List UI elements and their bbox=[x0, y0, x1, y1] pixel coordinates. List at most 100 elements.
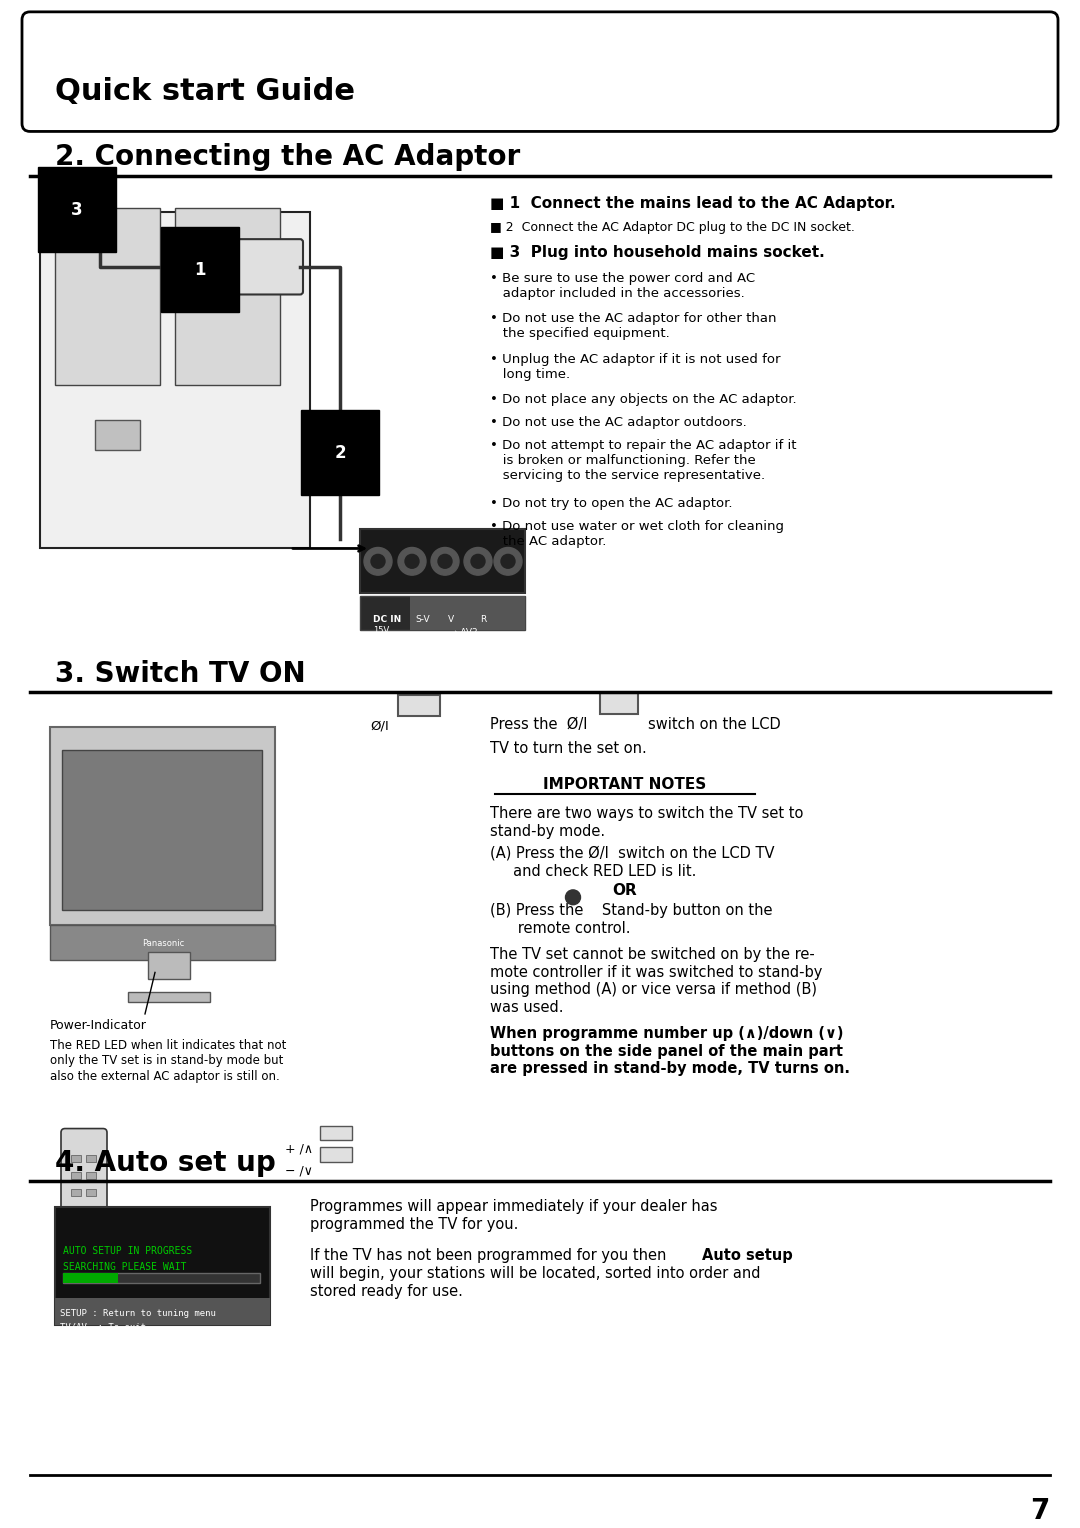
Text: (B) Press the    Stand-by button on the: (B) Press the Stand-by button on the bbox=[490, 903, 772, 918]
Circle shape bbox=[399, 547, 426, 575]
Bar bbox=[55, 188, 100, 228]
FancyBboxPatch shape bbox=[60, 1129, 107, 1265]
Bar bbox=[55, 208, 160, 385]
Text: SEARCHING PLEASE WAIT: SEARCHING PLEASE WAIT bbox=[63, 1262, 187, 1271]
Bar bbox=[71, 1222, 81, 1230]
Bar bbox=[55, 1207, 270, 1325]
Text: ■ 3  Plug into household mains socket.: ■ 3 Plug into household mains socket. bbox=[490, 244, 825, 260]
Text: switch on the LCD: switch on the LCD bbox=[648, 718, 781, 732]
Text: R: R bbox=[480, 614, 486, 623]
Bar bbox=[148, 952, 190, 979]
Text: ■ 2  Connect the AC Adaptor DC plug to the DC IN socket.: ■ 2 Connect the AC Adaptor DC plug to th… bbox=[490, 222, 855, 234]
Text: • Do not use water or wet cloth for cleaning
   the AC adaptor.: • Do not use water or wet cloth for clea… bbox=[490, 520, 784, 549]
Text: The TV set cannot be switched on by the re-: The TV set cannot be switched on by the … bbox=[490, 947, 814, 961]
Text: → AV2: → AV2 bbox=[450, 628, 477, 637]
Text: and check RED LED is lit.: and check RED LED is lit. bbox=[490, 863, 697, 879]
Text: using method (A) or vice versa if method (B): using method (A) or vice versa if method… bbox=[490, 983, 816, 998]
Bar bbox=[71, 1245, 97, 1253]
Bar bbox=[63, 1273, 118, 1282]
Bar bbox=[50, 924, 275, 960]
Text: IMPORTANT NOTES: IMPORTANT NOTES bbox=[543, 776, 706, 792]
Bar bbox=[360, 529, 525, 593]
Bar bbox=[86, 1155, 96, 1163]
Text: will begin, your stations will be located, sorted into order and: will begin, your stations will be locate… bbox=[310, 1265, 760, 1280]
Text: 3: 3 bbox=[71, 200, 83, 219]
Circle shape bbox=[471, 555, 485, 568]
Text: S-V: S-V bbox=[415, 614, 430, 623]
Text: • Do not use the AC adaptor outdoors.: • Do not use the AC adaptor outdoors. bbox=[490, 416, 746, 429]
Circle shape bbox=[501, 555, 515, 568]
Text: Panasonic: Panasonic bbox=[141, 940, 184, 949]
Text: are pressed in stand-by mode, TV turns on.: are pressed in stand-by mode, TV turns o… bbox=[490, 1062, 850, 1076]
Text: • Unplug the AC adaptor if it is not used for
   long time.: • Unplug the AC adaptor if it is not use… bbox=[490, 353, 781, 380]
Text: OR: OR bbox=[612, 883, 637, 898]
Bar bbox=[86, 1239, 96, 1247]
Bar bbox=[71, 1239, 81, 1247]
Bar bbox=[320, 1126, 352, 1140]
Text: • Be sure to use the power cord and AC
   adaptor included in the accessories.: • Be sure to use the power cord and AC a… bbox=[490, 272, 755, 299]
Text: 3. Switch TV ON: 3. Switch TV ON bbox=[55, 660, 306, 688]
Text: stored ready for use.: stored ready for use. bbox=[310, 1284, 463, 1299]
Text: SETUP : Return to tuning menu: SETUP : Return to tuning menu bbox=[60, 1309, 216, 1319]
Circle shape bbox=[566, 889, 581, 905]
Text: • Do not try to open the AC adaptor.: • Do not try to open the AC adaptor. bbox=[490, 497, 732, 510]
Circle shape bbox=[364, 547, 392, 575]
Text: DC IN: DC IN bbox=[373, 614, 402, 623]
Circle shape bbox=[431, 547, 459, 575]
Circle shape bbox=[464, 547, 492, 575]
Text: 7: 7 bbox=[1030, 1497, 1050, 1525]
Text: Auto setup: Auto setup bbox=[702, 1248, 793, 1264]
Bar bbox=[86, 1172, 96, 1180]
Text: TV to turn the set on.: TV to turn the set on. bbox=[490, 741, 647, 756]
Text: AUTO SETUP IN PROGRESS: AUTO SETUP IN PROGRESS bbox=[63, 1247, 192, 1256]
Bar bbox=[40, 212, 310, 549]
Text: − /∨: − /∨ bbox=[285, 1164, 313, 1177]
Text: mote controller if it was switched to stand-by: mote controller if it was switched to st… bbox=[490, 964, 822, 979]
Text: was used.: was used. bbox=[490, 1001, 564, 1015]
Text: 2. Connecting the AC Adaptor: 2. Connecting the AC Adaptor bbox=[55, 144, 521, 171]
FancyBboxPatch shape bbox=[22, 12, 1058, 131]
Bar bbox=[410, 596, 525, 631]
Text: Programmes will appear immediately if your dealer has: Programmes will appear immediately if yo… bbox=[310, 1199, 717, 1213]
Text: V: V bbox=[448, 614, 454, 623]
Bar bbox=[360, 596, 525, 631]
Text: ■ 1  Connect the mains lead to the AC Adaptor.: ■ 1 Connect the mains lead to the AC Ada… bbox=[490, 196, 895, 211]
Text: If the TV has not been programmed for you then: If the TV has not been programmed for yo… bbox=[310, 1248, 671, 1264]
Bar bbox=[71, 1155, 81, 1163]
Bar bbox=[71, 1206, 81, 1213]
Bar bbox=[399, 695, 440, 717]
Bar bbox=[175, 208, 280, 385]
Text: (A) Press the Ø/I  switch on the LCD TV: (A) Press the Ø/I switch on the LCD TV bbox=[490, 847, 774, 860]
Text: TV/AV  : To exit: TV/AV : To exit bbox=[60, 1322, 146, 1331]
Text: only the TV set is in stand-by mode but: only the TV set is in stand-by mode but bbox=[50, 1054, 283, 1068]
Text: 15V: 15V bbox=[373, 625, 389, 634]
Text: 4. Auto set up: 4. Auto set up bbox=[55, 1149, 275, 1177]
Bar bbox=[600, 692, 638, 715]
Text: + /∧: + /∧ bbox=[285, 1143, 313, 1155]
Bar bbox=[86, 1189, 96, 1196]
Text: The RED LED when lit indicates that not: The RED LED when lit indicates that not bbox=[50, 1039, 286, 1051]
Bar bbox=[129, 992, 210, 1002]
Bar bbox=[86, 1206, 96, 1213]
Text: • Do not place any objects on the AC adaptor.: • Do not place any objects on the AC ada… bbox=[490, 393, 797, 406]
Circle shape bbox=[494, 547, 522, 575]
Text: • Do not use the AC adaptor for other than
   the specified equipment.: • Do not use the AC adaptor for other th… bbox=[490, 312, 777, 341]
Text: programmed the TV for you.: programmed the TV for you. bbox=[310, 1216, 518, 1232]
Bar bbox=[71, 1172, 81, 1180]
Text: • Do not attempt to repair the AC adaptor if it
   is broken or malfunctioning. : • Do not attempt to repair the AC adapto… bbox=[490, 439, 797, 481]
Text: Quick start Guide: Quick start Guide bbox=[55, 76, 355, 105]
Bar bbox=[55, 1297, 270, 1325]
Text: Ø/I: Ø/I bbox=[370, 720, 389, 732]
Bar bbox=[95, 420, 140, 449]
Text: stand-by mode.: stand-by mode. bbox=[490, 824, 605, 839]
Bar bbox=[71, 1189, 81, 1196]
Text: Press the  Ø/I: Press the Ø/I bbox=[490, 718, 588, 732]
Circle shape bbox=[405, 555, 419, 568]
Circle shape bbox=[438, 555, 453, 568]
Bar bbox=[62, 750, 262, 911]
Text: also the external AC adaptor is still on.: also the external AC adaptor is still on… bbox=[50, 1070, 280, 1083]
FancyBboxPatch shape bbox=[167, 240, 303, 295]
Text: When programme number up (∧)/down (∨): When programme number up (∧)/down (∨) bbox=[490, 1025, 843, 1041]
Circle shape bbox=[372, 555, 384, 568]
Text: There are two ways to switch the TV set to: There are two ways to switch the TV set … bbox=[490, 807, 804, 822]
